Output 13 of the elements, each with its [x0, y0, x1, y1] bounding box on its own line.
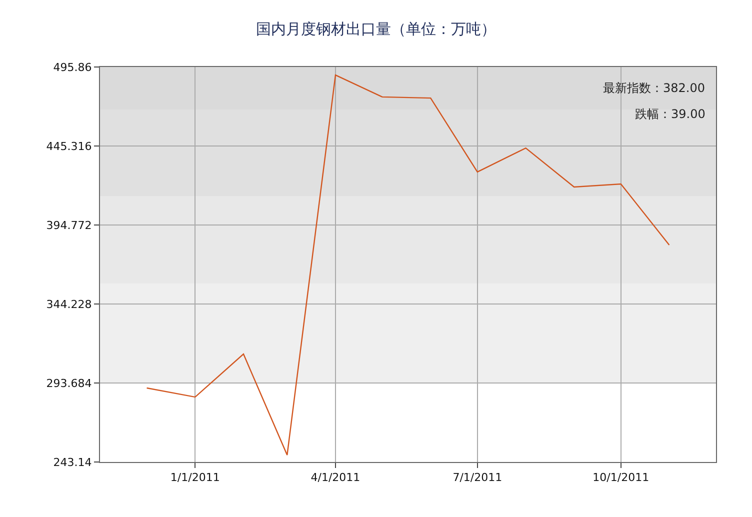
x-tick-label: 4/1/2011 — [310, 471, 360, 484]
x-tick-label: 1/1/2011 — [170, 471, 220, 484]
y-tick-label: 243.14 — [53, 456, 92, 469]
y-tick-label: 445.316 — [46, 140, 92, 153]
annotation: 最新指数：382.00 — [603, 81, 705, 95]
chart-title: 国内月度钢材出口量（单位：万吨） — [256, 20, 496, 38]
y-tick-label: 344.228 — [46, 298, 92, 311]
x-tick-label: 10/1/2011 — [592, 471, 650, 484]
annotation: 跌幅：39.00 — [635, 107, 706, 121]
x-tick-label: 7/1/2011 — [452, 471, 502, 484]
y-tick-label: 495.86 — [53, 60, 92, 74]
y-tick-label: 293.684 — [46, 376, 92, 390]
y-tick-label: 394.772 — [46, 218, 92, 232]
